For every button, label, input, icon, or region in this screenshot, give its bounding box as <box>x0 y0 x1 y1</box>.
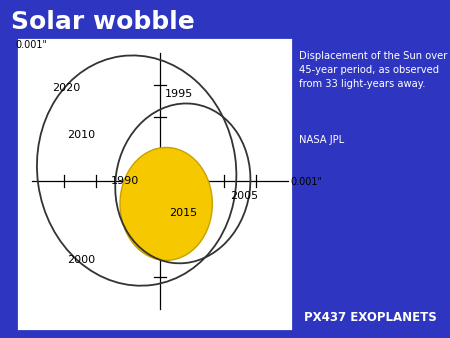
Text: 2000: 2000 <box>68 255 95 265</box>
Text: 2015: 2015 <box>169 208 197 218</box>
Text: NASA JPL: NASA JPL <box>299 135 344 145</box>
Text: 0.001": 0.001" <box>15 40 48 50</box>
Text: Solar wobble: Solar wobble <box>11 10 195 34</box>
Text: Displacement of the Sun over
45-year period, as observed
from 33 light-years awa: Displacement of the Sun over 45-year per… <box>299 51 448 89</box>
Text: 0.001": 0.001" <box>291 176 323 187</box>
Text: 2010: 2010 <box>68 130 95 140</box>
Text: 2005: 2005 <box>230 191 258 201</box>
Ellipse shape <box>120 147 212 260</box>
Text: 1995: 1995 <box>165 89 193 99</box>
Text: 1990: 1990 <box>111 176 139 186</box>
Text: PX437 EXOPLANETS: PX437 EXOPLANETS <box>304 312 436 324</box>
Text: 2020: 2020 <box>52 83 80 94</box>
